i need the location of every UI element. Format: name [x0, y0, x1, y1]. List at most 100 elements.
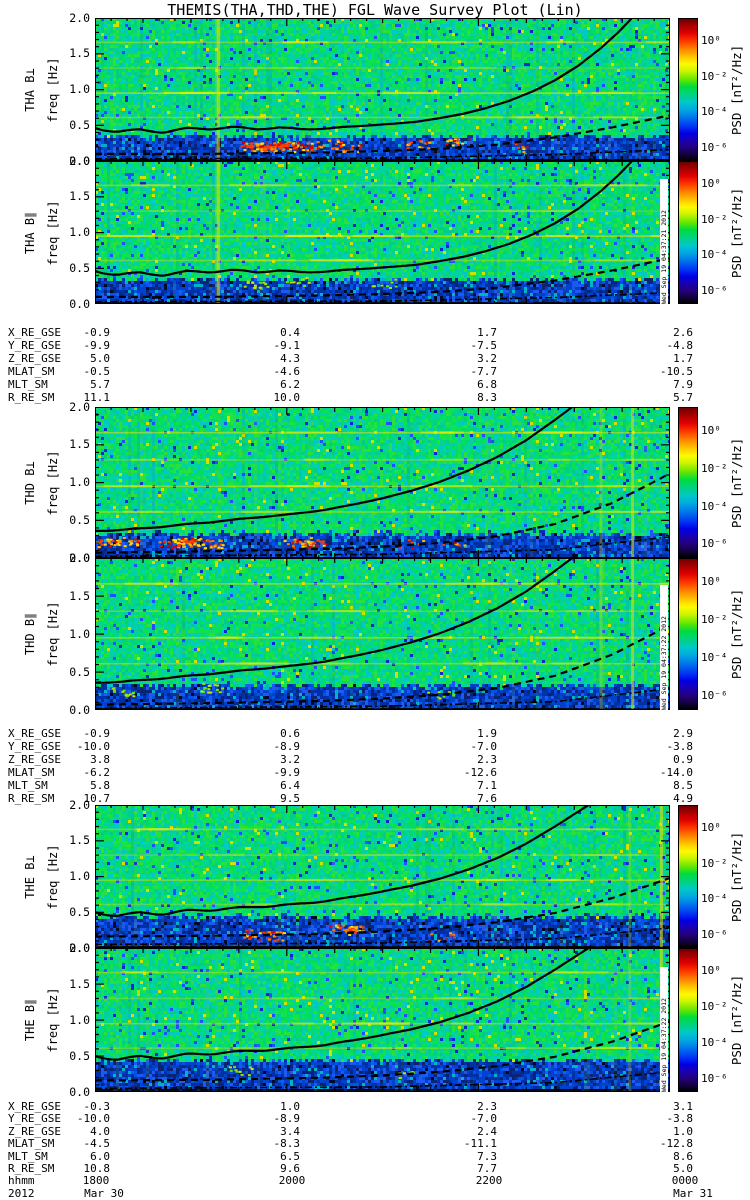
freq-tick-label: 0.0: [69, 550, 90, 565]
ephemeris-value: -0.9: [83, 326, 111, 339]
ephemeris-value: -4.5: [83, 1137, 111, 1151]
freq-tick-label: 2.0: [69, 399, 90, 414]
freq-tick-label: 1.0: [69, 626, 90, 641]
freq-tick-label: 0.5: [69, 117, 90, 132]
ephemeris-value: -12.6: [463, 766, 497, 779]
ephemeris-value: 8.3: [477, 391, 497, 404]
psd-colorbar: [678, 948, 698, 1092]
psd-colorbar: [678, 407, 698, 558]
ephemeris-value: 10.8: [83, 1162, 111, 1175]
ephemeris-value: 2.6: [673, 326, 693, 339]
freq-tick-label: 2.0: [69, 797, 90, 812]
ephemeris-row-label: MLT_SM: [8, 779, 48, 792]
colorbar-tick-label: 10⁻²: [701, 461, 728, 475]
ephemeris-value: -9.9: [83, 339, 111, 352]
colorbar-tick-label: 10⁰: [701, 33, 721, 47]
ephemeris-value: -0.3: [83, 1100, 111, 1113]
psd-colorbar: [678, 18, 698, 161]
ephemeris-row-label: R_RE_SM: [8, 1162, 55, 1175]
colorbar-tick-label: 10⁻²: [701, 856, 728, 870]
spectrogram-the-bperp: [95, 805, 670, 948]
plot-title: THEMIS(THA,THD,THE) FGL Wave Survey Plot…: [167, 1, 583, 19]
ephemeris-value: -0.5: [83, 365, 111, 378]
freq-tick-label: 0.5: [69, 512, 90, 527]
ephemeris-value: 2.3: [477, 753, 497, 766]
colorbar-tick-label: 10⁻²: [701, 613, 728, 627]
ephemeris-value: 2.4: [477, 1124, 497, 1138]
freq-tick-label: 1.5: [69, 833, 90, 848]
freq-tick-label: 0.5: [69, 664, 90, 679]
colorbar-tick-label: 10⁻⁶: [701, 284, 728, 298]
freq-tick-label: 0.0: [69, 702, 90, 717]
ephemeris-value: 1.0: [673, 1124, 693, 1138]
time-axis-name: hhmm: [8, 1174, 35, 1188]
ephemeris-row-label: X_RE_GSE: [8, 727, 61, 740]
ephemeris-row-label: Z_RE_GSE: [8, 753, 61, 766]
ephemeris-value: -0.9: [83, 727, 111, 740]
ephemeris-row-label: Z_RE_GSE: [8, 352, 61, 365]
ephemeris-value: -4.6: [273, 365, 301, 378]
freq-tick-label: 0.5: [69, 260, 90, 275]
ephemeris-value: 3.2: [477, 352, 497, 365]
ephemeris-value: 4.0: [90, 1124, 110, 1138]
ephemeris-value: 3.2: [280, 753, 300, 766]
ephemeris-row-label: Y_RE_GSE: [8, 1112, 61, 1126]
ephemeris-value: -10.0: [76, 740, 110, 753]
spectrogram-tha-bperp: [95, 18, 670, 161]
ephemeris-value: -14.0: [659, 766, 693, 779]
colorbar-tick-label: 10⁻⁶: [701, 689, 728, 703]
ephemeris-value: 0.4: [280, 326, 300, 339]
ephemeris-value: -3.8: [666, 740, 694, 753]
ephemeris-value: 9.6: [280, 1162, 300, 1175]
ephemeris-value: -10.0: [76, 1112, 110, 1126]
psd-axis-label: PSD [nT²/Hz]: [729, 974, 744, 1066]
ephemeris-value: 9.5: [280, 792, 300, 805]
ephemeris-value: 5.8: [90, 779, 110, 792]
ephemeris-value: -7.5: [470, 339, 498, 352]
freq-tick-label: 1.5: [69, 437, 90, 452]
ephemeris-value: 6.5: [280, 1149, 300, 1163]
ephemeris-value: -8.3: [273, 1137, 301, 1151]
ephemeris-value: 6.0: [90, 1149, 110, 1163]
ephemeris-value: 7.7: [477, 1162, 497, 1175]
freq-tick-label: 0.0: [69, 1084, 90, 1099]
ephemeris-value: 4.9: [673, 792, 693, 805]
colorbar-tick-label: 10⁻⁶: [701, 537, 728, 551]
psd-colorbar: [678, 161, 698, 304]
colorbar-tick-label: 10⁻⁶: [701, 1072, 728, 1086]
ephemeris-row-label: R_RE_SM: [8, 391, 55, 404]
ephemeris-row-label: R_RE_SM: [8, 792, 55, 805]
freq-tick-label: 0.0: [69, 153, 90, 168]
ephemeris-value: 8.6: [673, 1149, 693, 1163]
freq-tick-label: 2.0: [69, 153, 90, 168]
ephemeris-value: 5.0: [673, 1162, 693, 1175]
ephemeris-value: 6.8: [477, 378, 497, 391]
time-tick-label: 0000: [671, 1174, 699, 1188]
ephemeris-row-label: MLT_SM: [8, 1149, 48, 1163]
colorbar-tick-label: 10⁰: [701, 820, 721, 834]
colorbar-tick-label: 10⁰: [701, 424, 721, 438]
ephemeris-value: -8.9: [273, 740, 301, 753]
colorbar-tick-label: 10⁻⁶: [701, 141, 728, 155]
freq-tick-label: 1.5: [69, 588, 90, 603]
ephemeris-value: -7.7: [470, 365, 498, 378]
ephemeris-value: -8.9: [273, 1112, 301, 1126]
ephemeris-row-label: MLAT_SM: [8, 365, 55, 378]
colorbar-tick-label: 10⁻⁶: [701, 928, 728, 942]
ephemeris-row-label: X_RE_GSE: [8, 1100, 61, 1113]
colorbar-tick-label: 10⁰: [701, 176, 721, 190]
ephemeris-value: 10.0: [273, 391, 301, 404]
creation-timestamp: Wed Sep 19 04:37:22 2012: [660, 585, 668, 711]
spectrogram-the-bpar: [95, 948, 670, 1092]
ephemeris-value: -12.8: [659, 1137, 693, 1151]
ephemeris-value: 7.1: [477, 779, 497, 792]
ephemeris-value: 0.9: [673, 753, 693, 766]
ephemeris-value: 3.1: [673, 1100, 693, 1113]
ephemeris-value: 1.7: [673, 352, 693, 365]
ephemeris-value: -9.1: [273, 339, 301, 352]
ephemeris-value: 2.3: [477, 1100, 497, 1113]
ephemeris-value: 4.3: [280, 352, 300, 365]
ephemeris-row-label: Y_RE_GSE: [8, 339, 61, 352]
